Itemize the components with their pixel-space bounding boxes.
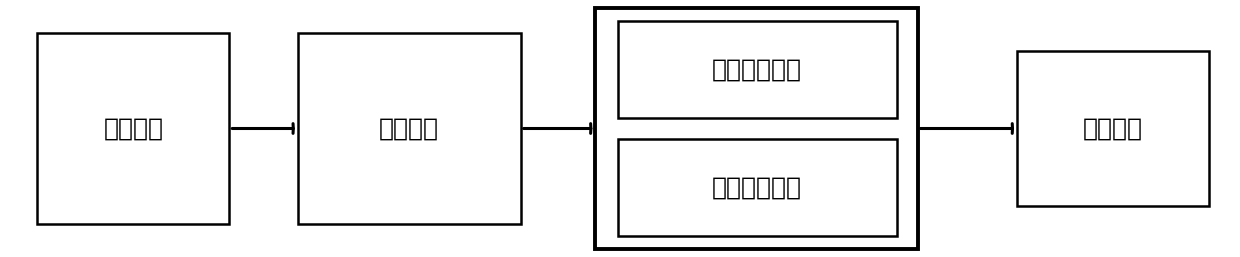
Text: 获取模块: 获取模块 <box>1083 116 1143 141</box>
Text: 判断模块: 判断模块 <box>103 116 164 141</box>
Bar <box>618 139 897 236</box>
Bar <box>618 21 897 118</box>
Text: 第二计算模块: 第二计算模块 <box>712 176 802 200</box>
Bar <box>37 33 229 224</box>
Text: 变换模块: 变换模块 <box>379 116 439 141</box>
Bar <box>1017 51 1209 206</box>
Text: 第一计算模块: 第一计算模块 <box>712 57 802 81</box>
Bar <box>298 33 521 224</box>
Bar <box>595 8 918 249</box>
